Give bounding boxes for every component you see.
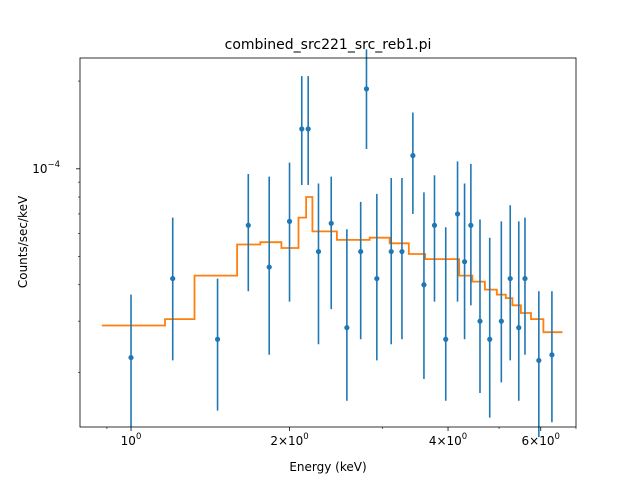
- data-point: [214, 336, 221, 342]
- data-point: [507, 275, 513, 282]
- data-point: [128, 354, 134, 361]
- y-axis-label: Counts/sec/keV: [16, 195, 30, 288]
- data-point: [443, 336, 449, 342]
- data-point: [410, 152, 416, 159]
- data-point: [477, 318, 483, 324]
- data-point: [487, 336, 493, 342]
- data-point: [522, 275, 528, 282]
- data-point: [328, 220, 334, 226]
- data-point: [344, 325, 350, 331]
- data-point: [363, 86, 370, 92]
- data-point: [549, 352, 555, 358]
- chart-marks: [101, 49, 563, 438]
- data-point: [431, 222, 438, 228]
- data-point: [299, 126, 305, 132]
- data-point: [454, 211, 461, 217]
- data-point: [399, 248, 405, 255]
- data-point: [374, 275, 380, 282]
- data-point: [516, 325, 522, 331]
- data-point: [266, 264, 272, 270]
- chart-title: combined_src221_src_reb1.pi: [225, 37, 432, 53]
- data-point: [170, 275, 176, 282]
- data-point: [245, 222, 251, 228]
- model-step-line: [101, 196, 563, 334]
- data-point: [461, 259, 468, 265]
- x-axis-label: Energy (keV): [289, 460, 366, 474]
- plot-frame: [79, 57, 577, 428]
- data-point: [468, 222, 474, 228]
- data-point: [286, 218, 293, 224]
- data-point: [305, 126, 311, 132]
- plot-area: [80, 58, 576, 427]
- data-point: [421, 282, 427, 288]
- x-tick-label: 6×100: [522, 432, 560, 448]
- data-point: [315, 248, 322, 255]
- data-point: [358, 248, 364, 255]
- data-point: [388, 248, 394, 255]
- x-tick-label: 2×100: [270, 432, 308, 448]
- data-point: [536, 357, 542, 364]
- x-tick-label: 4×100: [429, 432, 467, 448]
- data-point: [498, 318, 504, 324]
